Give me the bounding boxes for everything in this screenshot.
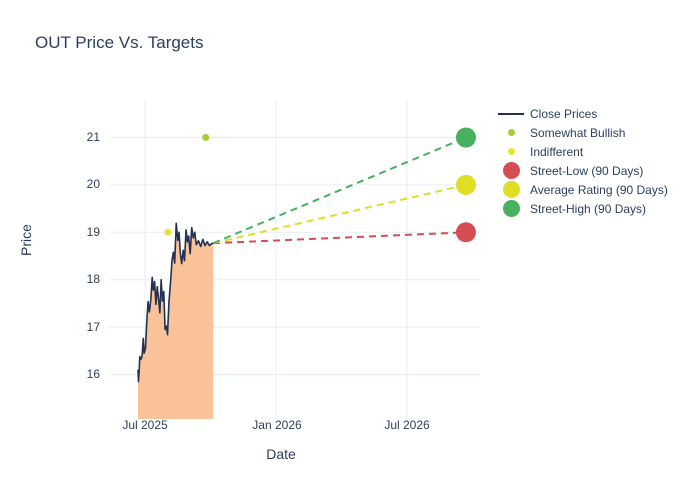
chart-title: OUT Price Vs. Targets — [35, 33, 204, 52]
legend-label: Average Rating (90 Days) — [530, 182, 668, 197]
y-tick-16: 16 — [86, 367, 100, 381]
y-tick-17: 17 — [86, 320, 100, 334]
x-tick-jul-2025: Jul 2025 — [122, 418, 168, 432]
target-marker[interactable] — [455, 222, 476, 243]
x-tick-jul-2026: Jul 2026 — [384, 418, 430, 432]
target-dashed-line — [213, 231, 466, 245]
legend-label: Indifferent — [530, 144, 584, 159]
x-tick-jan-2026: Jan 2026 — [252, 418, 302, 432]
legend-item-average-rating[interactable]: Average Rating (90 Days) — [494, 180, 668, 199]
legend-item-somewhat-bullish[interactable]: Somewhat Bullish — [494, 123, 668, 142]
sentiment-marker[interactable] — [202, 134, 210, 141]
close-prices-line-swatch — [498, 112, 524, 115]
legend-label: Close Prices — [530, 106, 598, 121]
close-price-area-fill — [138, 223, 214, 419]
legend-item-street-high[interactable]: Street-High (90 Days) — [494, 199, 668, 218]
y-axis-title: Price — [18, 224, 34, 256]
legend-item-close-prices[interactable]: Close Prices — [494, 104, 668, 123]
x-axis-title: Date — [266, 446, 296, 462]
street-high-circle-swatch — [502, 200, 520, 217]
legend-item-indifferent[interactable]: Indifferent — [494, 142, 668, 161]
y-tick-21: 21 — [86, 130, 100, 144]
legend-label: Street-High (90 Days) — [530, 201, 647, 216]
y-tick-19: 19 — [86, 225, 100, 239]
target-dashed-line — [212, 136, 467, 245]
legend: Close Prices Somewhat Bullish Indifferen… — [494, 104, 668, 218]
legend-label: Street-Low (90 Days) — [530, 163, 644, 178]
legend-label: Somewhat Bullish — [530, 125, 626, 140]
target-marker[interactable] — [455, 174, 476, 195]
sentiment-marker[interactable] — [164, 228, 172, 236]
average-rating-circle-swatch — [502, 181, 520, 198]
street-low-circle-swatch — [502, 162, 520, 179]
target-marker[interactable] — [455, 127, 476, 148]
close-price-line[interactable] — [137, 222, 214, 383]
legend-item-street-low[interactable]: Street-Low (90 Days) — [494, 161, 668, 180]
y-tick-20: 20 — [86, 177, 100, 191]
y-tick-18: 18 — [86, 272, 100, 286]
somewhat-bullish-dot-swatch — [507, 129, 515, 136]
indifferent-dot-swatch — [507, 148, 515, 155]
target-dashed-line — [212, 183, 467, 245]
